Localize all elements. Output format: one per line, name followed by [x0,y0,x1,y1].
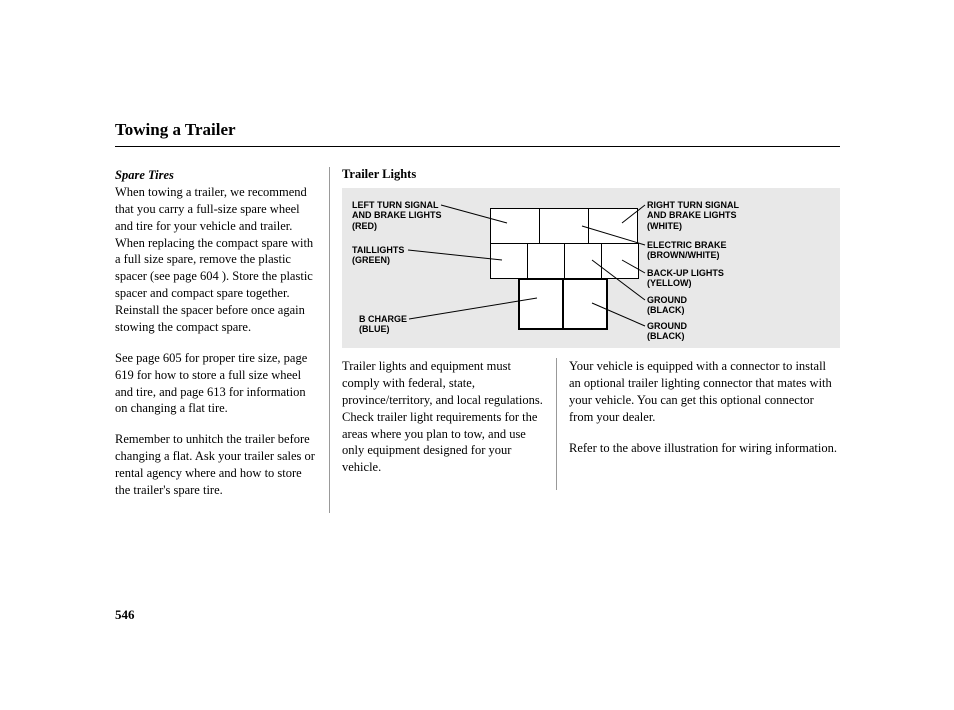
label-backup-lights: BACK-UP LIGHTS (YELLOW) [647,268,724,289]
page-title: Towing a Trailer [115,120,840,147]
label-ground-1: GROUND (BLACK) [647,295,687,316]
pin-cell [527,243,565,279]
label-left-turn: LEFT TURN SIGNAL AND BRAKE LIGHTS (RED) [352,200,442,231]
manual-page: Towing a Trailer Spare Tires When towing… [115,120,840,623]
connector-row-2 [490,243,642,279]
regulations-paragraph: Trailer lights and equipment must comply… [342,358,544,476]
pin-cell [562,278,608,330]
spare-tires-paragraph: Spare Tires When towing a trailer, we re… [115,167,317,336]
page-number: 546 [115,607,840,623]
pin-cell [564,243,602,279]
pin-cell [518,278,564,330]
connector-row-1 [490,208,642,244]
refer-paragraph: Refer to the above illustration for wiri… [569,440,840,457]
label-b-charge: B CHARGE (BLUE) [359,314,407,335]
pin-cell [601,243,639,279]
trailer-lights-head: Trailer Lights [342,167,840,182]
left-text-column: Spare Tires When towing a trailer, we re… [115,167,330,513]
spare-tires-p1: When towing a trailer, we recommend that… [115,185,313,334]
label-taillights: TAILLIGHTS (GREEN) [352,245,404,266]
body-col-2: Your vehicle is equipped with a connecto… [557,358,840,490]
pin-cell [490,208,540,244]
label-right-turn: RIGHT TURN SIGNAL AND BRAKE LIGHTS (WHIT… [647,200,739,231]
wiring-diagram: LEFT TURN SIGNAL AND BRAKE LIGHTS (RED) … [342,188,840,348]
spare-tires-p2: See page 605 for proper tire size, page … [115,350,317,418]
spare-tires-subhead: Spare Tires [115,168,174,182]
right-column: Trailer Lights LEFT TURN SIGNAL AND BRAK… [330,167,840,513]
body-col-1: Trailer lights and equipment must comply… [342,358,557,490]
spare-tires-p3: Remember to unhitch the trailer before c… [115,431,317,499]
label-ground-2: GROUND (BLACK) [647,321,687,342]
pin-cell [490,243,528,279]
pin-cell [588,208,638,244]
body-text-columns: Trailer lights and equipment must comply… [342,358,840,490]
label-electric-brake: ELECTRIC BRAKE (BROWN/WHITE) [647,240,727,261]
pin-cell [539,208,589,244]
content-columns: Spare Tires When towing a trailer, we re… [115,167,840,513]
connector-paragraph: Your vehicle is equipped with a connecto… [569,358,840,426]
connector-grid [490,208,642,331]
connector-row-3 [518,278,642,330]
